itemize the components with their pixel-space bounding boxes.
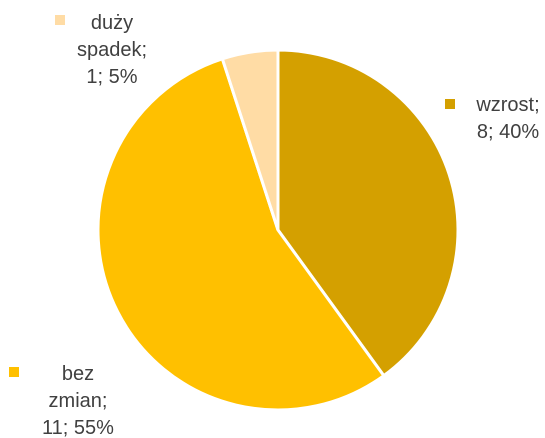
pie-slice: [96, 56, 386, 412]
data-label: duży spadek; 1; 5%: [77, 12, 147, 88]
legend-marker: [55, 15, 65, 25]
legend-marker: [9, 367, 19, 377]
data-label: bez zmian; 11; 55%: [42, 363, 114, 438]
pie-slice: [220, 48, 280, 231]
pie-slice: [276, 48, 460, 378]
legend-marker: [445, 99, 455, 109]
data-label: wzrost; 8; 40%: [475, 94, 539, 143]
